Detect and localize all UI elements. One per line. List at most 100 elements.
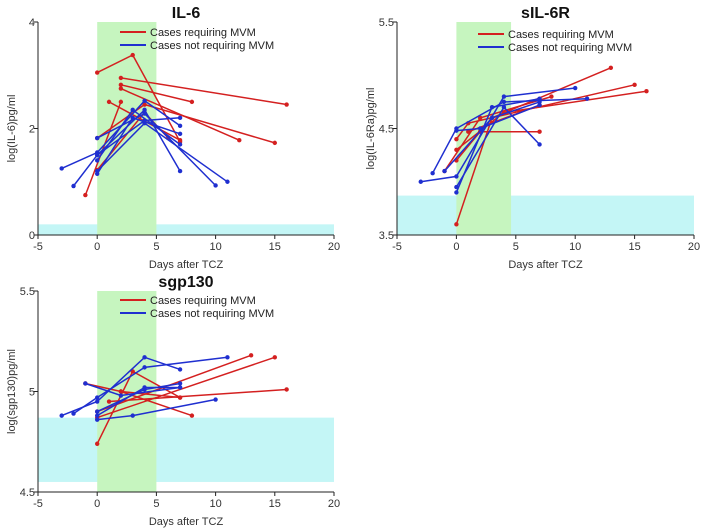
- data-point-nomvm: [95, 417, 100, 422]
- y-tick-label: 5.5: [20, 286, 35, 298]
- x-tick-label: 20: [328, 498, 340, 510]
- data-point-nomvm: [489, 105, 495, 110]
- data-point-nomvm: [177, 367, 183, 372]
- x-tick-label: 0: [453, 241, 459, 253]
- x-tick-label: 15: [269, 498, 281, 510]
- data-point-mvm: [237, 138, 242, 143]
- y-tick-label: 4: [29, 17, 35, 29]
- data-point-nomvm: [177, 123, 183, 129]
- data-point-mvm: [118, 86, 124, 91]
- data-point-nomvm: [537, 96, 542, 101]
- y-tick-label: 0: [29, 230, 35, 242]
- data-point-nomvm: [584, 96, 590, 101]
- data-point-nomvm: [537, 102, 542, 108]
- y-tick-label: 5.5: [379, 17, 394, 29]
- y-axis-label: log(IL-6)pg/ml: [6, 95, 18, 163]
- data-point-nomvm: [177, 381, 183, 386]
- data-point-nomvm: [177, 168, 183, 174]
- x-tick-label: 5: [153, 498, 159, 510]
- series-line-nomvm: [61, 356, 181, 417]
- legend-label-mvm: Cases requiring MVM: [150, 27, 256, 39]
- reference-range-band: [38, 224, 334, 235]
- data-point-mvm: [177, 395, 183, 400]
- x-tick-label: 10: [569, 241, 581, 253]
- x-axis-label: Days after TCZ: [149, 259, 224, 271]
- y-axis-label: log(sgp130)pg/ml: [6, 349, 18, 434]
- data-point-mvm: [83, 192, 88, 198]
- data-point-mvm: [118, 75, 124, 81]
- data-point-mvm: [632, 82, 637, 88]
- data-point-mvm: [95, 70, 100, 75]
- data-point-nomvm: [454, 190, 459, 195]
- x-tick-label: 15: [628, 241, 640, 253]
- data-point-nomvm: [177, 385, 183, 390]
- x-tick-label: 10: [209, 241, 221, 253]
- data-point-nomvm: [71, 183, 76, 189]
- x-tick-label: 5: [153, 241, 159, 253]
- y-tick-label: 3.5: [379, 230, 394, 242]
- x-tick-label: 0: [94, 241, 100, 253]
- chart-title: IL-6: [172, 5, 201, 22]
- data-point-mvm: [118, 99, 124, 105]
- series-line-mvm: [120, 77, 287, 106]
- data-point-nomvm: [83, 381, 88, 386]
- data-point-nomvm: [501, 99, 507, 105]
- data-point-nomvm: [142, 385, 147, 390]
- data-point-nomvm: [142, 355, 147, 360]
- chart-title: sIL-6R: [521, 5, 570, 22]
- data-point-nomvm: [95, 135, 100, 141]
- data-point-nomvm: [95, 158, 100, 163]
- data-point-mvm: [189, 413, 195, 418]
- legend-label-nomvm: Cases not requiring MVM: [508, 42, 632, 54]
- data-point-nomvm: [430, 171, 435, 176]
- data-point-mvm: [130, 52, 135, 58]
- data-point-mvm: [118, 82, 124, 88]
- data-point-mvm: [177, 138, 183, 143]
- data-point-mvm: [142, 102, 147, 107]
- reference-range-band: [397, 195, 694, 235]
- data-point-mvm: [549, 94, 554, 99]
- y-tick-label: 4.5: [20, 487, 35, 499]
- chart-panel-1: -5 0 5 10 15 20 3.5 4.5 5.5 Days after TCZ log(IL-…: [365, 5, 700, 271]
- data-point-nomvm: [225, 179, 230, 184]
- legend-label-nomvm: Cases not requiring MVM: [150, 40, 274, 52]
- x-tick-label: 0: [94, 498, 100, 510]
- data-point-nomvm: [573, 85, 578, 91]
- series-line-mvm: [120, 390, 181, 399]
- x-tick-label: 10: [209, 498, 221, 510]
- data-point-mvm: [95, 441, 100, 446]
- x-axis-label: Days after TCZ: [508, 259, 583, 271]
- data-point-nomvm: [501, 105, 507, 110]
- data-point-nomvm: [454, 184, 459, 190]
- series-line-mvm: [96, 356, 276, 419]
- data-point-nomvm: [142, 111, 147, 116]
- reference-range-band: [38, 417, 334, 482]
- data-point-nomvm: [95, 395, 100, 400]
- data-point-nomvm: [59, 166, 64, 171]
- data-point-mvm: [189, 99, 195, 105]
- chart-title: sgp130: [158, 274, 213, 291]
- data-point-nomvm: [442, 168, 447, 174]
- data-point-nomvm: [537, 99, 542, 105]
- data-point-mvm: [106, 399, 112, 404]
- data-point-mvm: [118, 389, 124, 394]
- data-point-nomvm: [59, 413, 64, 418]
- data-point-mvm: [248, 353, 254, 358]
- x-tick-label: 20: [688, 241, 700, 253]
- data-point-mvm: [284, 387, 289, 392]
- series-line-mvm: [120, 84, 193, 103]
- legend-label-mvm: Cases requiring MVM: [150, 295, 256, 307]
- data-point-mvm: [608, 65, 614, 70]
- x-tick-label: 20: [328, 241, 340, 253]
- data-point-mvm: [272, 355, 277, 360]
- data-point-nomvm: [142, 98, 147, 104]
- x-tick-label: 5: [513, 241, 519, 253]
- data-point-nomvm: [142, 365, 147, 370]
- data-point-nomvm: [142, 107, 147, 113]
- x-tick-label: -5: [33, 498, 43, 510]
- data-point-mvm: [644, 89, 649, 94]
